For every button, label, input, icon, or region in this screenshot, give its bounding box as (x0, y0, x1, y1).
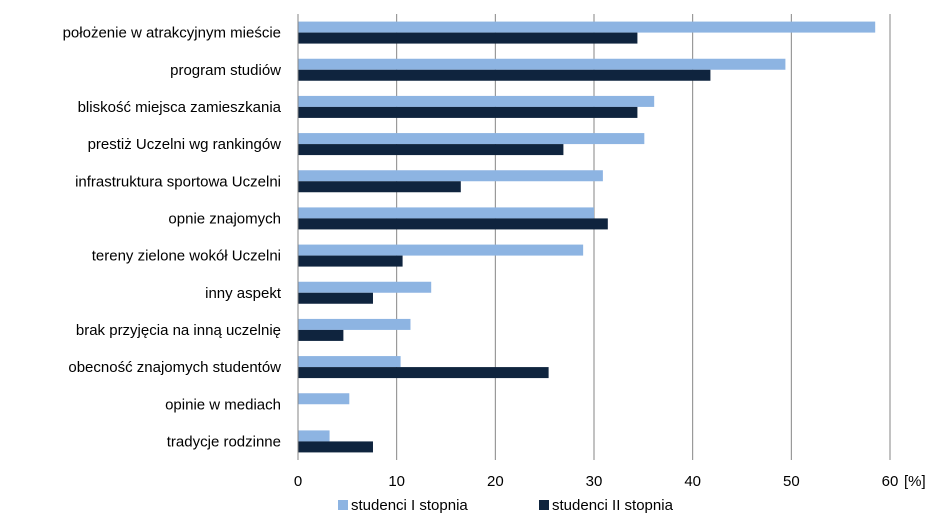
legend-label-series-2: studenci II stopnia (552, 497, 674, 514)
bar-series-2 (298, 441, 373, 453)
x-tick-label: 0 (294, 473, 302, 490)
category-label: infrastruktura sportowa Uczelni (75, 173, 281, 190)
category-label: położenie w atrakcyjnym mieście (63, 25, 281, 42)
bar-series-2 (298, 32, 638, 44)
category-label: bliskość miejsca zamieszkania (78, 99, 282, 116)
x-axis-unit: [%] (904, 473, 926, 490)
legend-label-series-1: studenci I stopnia (351, 497, 468, 514)
category-label: brak przyjęcia na inną uczelnię (76, 322, 281, 339)
bar-series-1 (298, 318, 411, 330)
bar-series-2 (298, 329, 344, 341)
bar-series-1 (298, 244, 584, 256)
category-label: tereny zielone wokół Uczelni (92, 248, 281, 265)
bar-series-1 (298, 133, 645, 145)
bar-series-2 (298, 181, 461, 193)
category-label: opinie w mediach (165, 396, 281, 413)
x-tick-label: 10 (388, 473, 405, 490)
x-tick-label: 30 (586, 473, 603, 490)
bar-series-2 (298, 144, 564, 156)
bar-series-1 (298, 281, 432, 293)
bar-series-1 (298, 170, 603, 182)
bar-series-1 (298, 356, 401, 368)
category-label: inny aspekt (205, 285, 282, 302)
bar-series-2 (298, 367, 549, 379)
bar-series-1 (298, 21, 876, 33)
bar-series-1 (298, 95, 655, 107)
bar-series-2 (298, 69, 711, 81)
bars (298, 21, 876, 453)
bar-series-1 (298, 393, 350, 405)
legend: studenci I stopnia studenci II stopnia (338, 497, 674, 514)
category-label: tradycje rodzinne (167, 433, 281, 450)
x-tick-label: 20 (487, 473, 504, 490)
bar-series-2 (298, 218, 608, 230)
bar-series-1 (298, 207, 594, 219)
x-tick-label: 50 (783, 473, 800, 490)
bar-series-2 (298, 106, 638, 118)
x-tick-label: 40 (684, 473, 701, 490)
bar-series-1 (298, 430, 330, 442)
category-label: program studiów (170, 62, 281, 79)
x-tick-label: 60 (882, 473, 899, 490)
bar-series-1 (298, 58, 786, 70)
category-label: prestiż Uczelni wg rankingów (88, 136, 282, 153)
bar-series-2 (298, 255, 403, 267)
category-label: opnie znajomych (168, 210, 281, 227)
legend-swatch-series-1 (338, 500, 348, 510)
category-labels: położenie w atrakcyjnym mieście program s… (63, 25, 282, 451)
category-label: obecność znajomych studentów (68, 359, 281, 376)
legend-swatch-series-2 (539, 500, 549, 510)
bar-series-2 (298, 292, 373, 304)
gridlines (396, 14, 891, 460)
x-tick-labels: 0 10 20 30 40 50 60 (294, 473, 899, 490)
